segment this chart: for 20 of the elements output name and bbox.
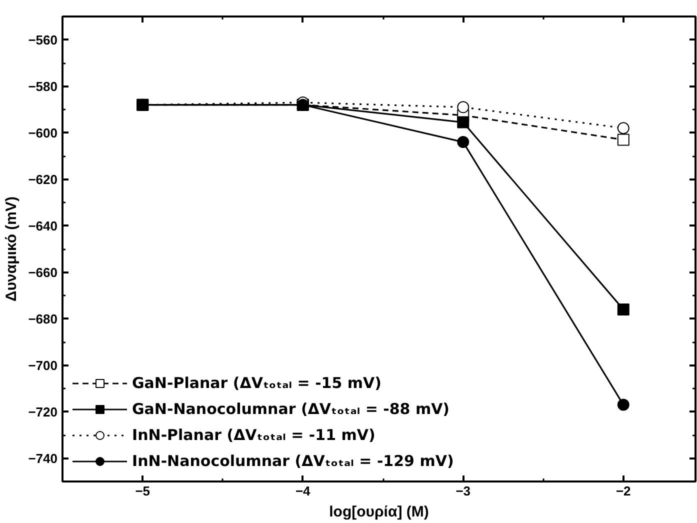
x-tick-label: −3 — [456, 484, 471, 498]
y-tick-label: −660 — [28, 264, 58, 280]
legend-label: InN-Nanocolumnar (ΔVₜₒₜₐₗ = -129 mV) — [132, 452, 454, 470]
x-axis-title: log[ουρία] (M) — [329, 504, 429, 520]
x-tick-label: −2 — [616, 484, 631, 498]
y-axis-title: Δυναμικό (mV) — [3, 196, 20, 302]
x-tick-label: −5 — [135, 484, 150, 498]
y-tick-label: −740 — [28, 450, 58, 466]
y-tick-label: −640 — [28, 218, 58, 234]
legend-label: GaN-Planar (ΔVₜₒₜₐₗ = -15 mV) — [132, 374, 382, 392]
legend-label: InN-Planar (ΔVₜₒₜₐₗ = -11 mV) — [132, 426, 376, 444]
y-tick-label: −600 — [28, 125, 58, 140]
x-tick-label: −4 — [295, 484, 312, 498]
y-tick-label: −620 — [28, 172, 58, 187]
y-tick-label: −560 — [28, 32, 58, 48]
y-tick-label: −720 — [28, 404, 58, 420]
y-tick-label: −700 — [28, 358, 58, 373]
legend-label: GaN-Nanocolumnar (ΔVₜₒₜₐₗ = -88 mV) — [132, 400, 450, 418]
y-tick-label: −580 — [28, 78, 58, 94]
y-tick-label: −680 — [28, 311, 58, 326]
